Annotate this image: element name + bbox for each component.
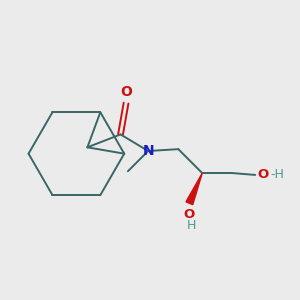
Text: O: O bbox=[257, 168, 269, 182]
Text: H: H bbox=[187, 219, 196, 232]
Text: O: O bbox=[120, 85, 132, 99]
Text: N: N bbox=[142, 144, 154, 158]
Text: O: O bbox=[184, 208, 195, 221]
Polygon shape bbox=[186, 173, 202, 205]
Text: -H: -H bbox=[271, 168, 285, 182]
